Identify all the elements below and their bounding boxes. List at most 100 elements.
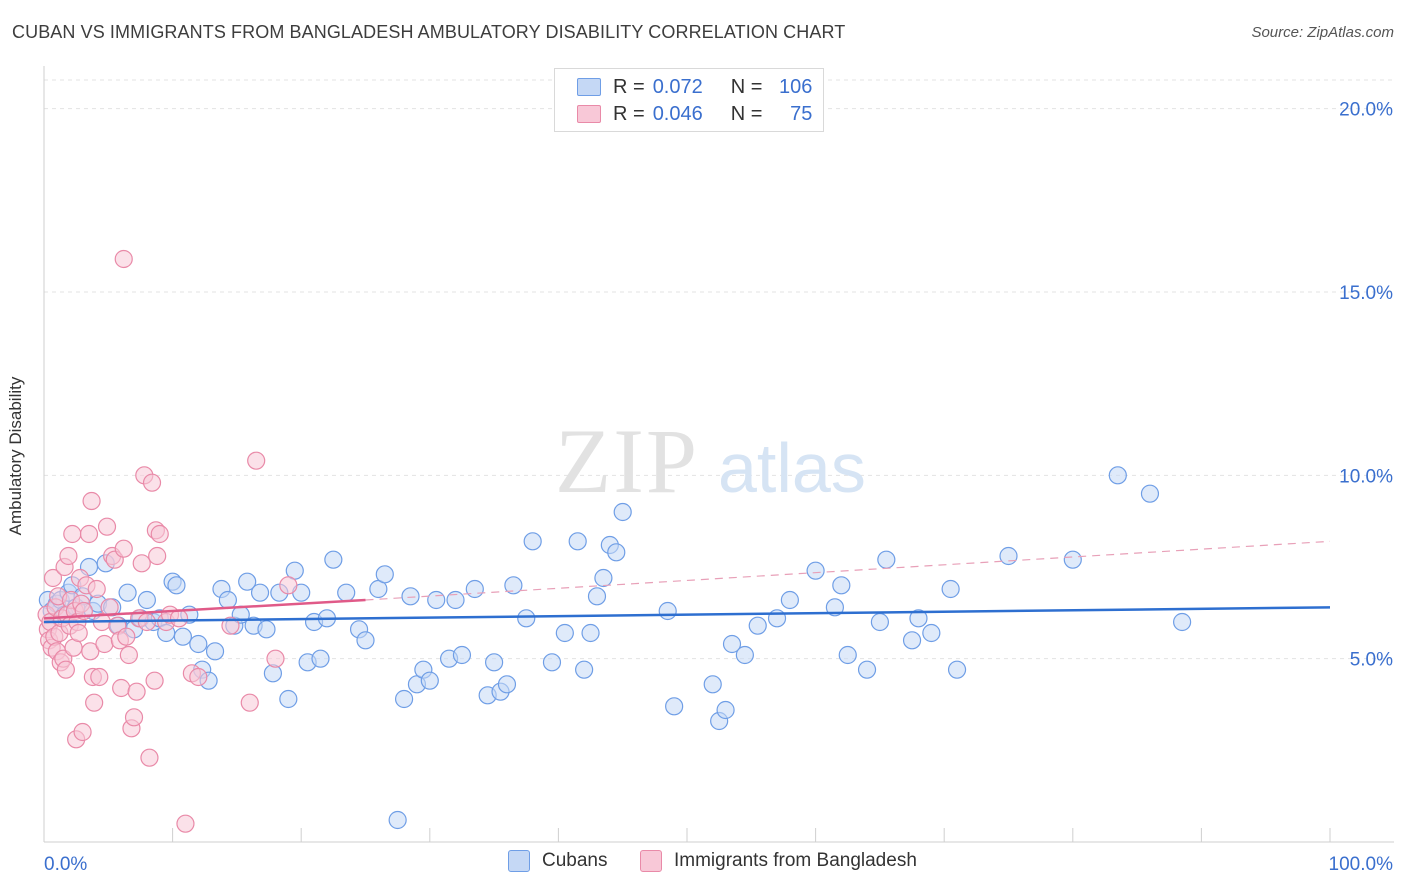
data-point <box>257 620 276 639</box>
series-cubans-points <box>38 466 1192 830</box>
data-point <box>922 623 941 643</box>
data-point <box>420 671 439 690</box>
data-point <box>311 649 330 668</box>
data-point <box>97 517 117 536</box>
data-point <box>594 568 613 588</box>
data-point <box>870 612 890 632</box>
data-point <box>337 583 356 602</box>
data-point <box>95 634 114 654</box>
series-label-bangladesh: Immigrants from Bangladesh <box>674 850 917 871</box>
data-point <box>542 653 562 672</box>
data-point <box>665 697 684 716</box>
data-point <box>324 550 343 569</box>
data-point <box>90 667 109 687</box>
data-point <box>825 598 844 617</box>
correlation-legend: R = 0.072 N = 106 R = 0.046 N = 75 <box>554 68 824 132</box>
data-point <box>169 609 189 628</box>
data-point <box>87 579 106 599</box>
data-point <box>857 660 877 679</box>
data-point <box>1140 484 1160 503</box>
series-legend-cubans[interactable]: Cubans <box>508 850 608 872</box>
data-point <box>716 700 735 720</box>
trend-line-bangladesh-extension <box>365 540 1331 601</box>
grid-layer <box>44 79 1394 660</box>
data-point <box>140 748 159 767</box>
data-point <box>806 561 825 580</box>
data-point <box>401 587 420 606</box>
data-point <box>279 576 298 595</box>
data-point <box>780 590 799 610</box>
x-tick-label: 0.0% <box>44 854 87 875</box>
points-layer <box>37 249 1192 833</box>
chart-source: Source: ZipAtlas.com <box>1251 24 1394 41</box>
data-point <box>221 616 240 635</box>
data-point <box>150 524 169 544</box>
data-point <box>240 693 259 712</box>
legend-row-cubans: R = 0.072 N = 106 <box>577 74 812 100</box>
data-point <box>79 524 99 544</box>
data-point <box>119 645 138 665</box>
data-point <box>485 653 504 672</box>
data-point <box>142 473 162 492</box>
legend-n-label: N = <box>730 75 763 98</box>
data-point <box>947 660 967 679</box>
data-point <box>587 587 607 606</box>
data-point <box>568 532 587 551</box>
watermark-zip: ZIP <box>555 410 699 512</box>
data-point <box>999 546 1018 566</box>
data-point <box>465 579 484 599</box>
x-tick-label: 100.0% <box>1329 854 1394 875</box>
trend-line-bangladesh <box>43 598 366 620</box>
data-point <box>555 623 574 643</box>
y-tick-label: 5.0% <box>1350 650 1393 671</box>
y-tick-label: 10.0% <box>1339 466 1393 487</box>
legend-n-label: N = <box>730 102 763 125</box>
data-point <box>658 601 677 621</box>
data-point <box>722 634 742 654</box>
data-point <box>607 543 626 562</box>
legend-n-value: 75 <box>790 102 813 125</box>
data-point <box>909 609 928 628</box>
series-label-cubans: Cubans <box>542 850 608 871</box>
data-point <box>114 539 133 558</box>
data-point <box>112 678 131 698</box>
data-point <box>838 645 857 665</box>
data-point <box>250 583 270 602</box>
data-point <box>394 689 414 709</box>
legend-swatch-cubans <box>577 78 601 96</box>
data-point <box>85 693 104 712</box>
watermark-atlas: atlas <box>718 429 866 507</box>
data-point <box>613 502 632 522</box>
y-tick-label: 15.0% <box>1339 283 1393 304</box>
data-point <box>118 583 137 602</box>
data-point <box>452 645 472 665</box>
data-point <box>205 642 225 661</box>
y-axis-title: Ambulatory Disability <box>6 376 25 536</box>
data-point <box>279 689 298 709</box>
data-point <box>581 623 600 643</box>
data-point <box>173 627 192 646</box>
data-point <box>69 623 88 643</box>
series-swatch-bangladesh <box>640 850 662 872</box>
data-point <box>59 546 78 566</box>
data-point <box>127 682 146 701</box>
series-legend: Cubans Immigrants from Bangladesh <box>0 850 1406 878</box>
trend-line-cubans <box>43 606 1331 624</box>
data-point <box>117 627 136 646</box>
legend-n-value: 106 <box>779 75 813 98</box>
data-point <box>132 554 151 573</box>
data-point <box>748 616 767 635</box>
tick-label-layer: 5.0% 10.0% 15.0% 20.0% 0.0% 100.0% <box>44 100 1393 875</box>
data-point <box>735 645 754 665</box>
data-point <box>504 576 523 595</box>
data-point <box>82 491 101 511</box>
data-point <box>56 660 75 679</box>
legend-swatch-bangladesh <box>577 105 601 123</box>
data-point <box>388 810 407 830</box>
legend-r-label: R = <box>613 102 645 125</box>
data-point <box>81 642 100 661</box>
data-point <box>1173 612 1192 632</box>
data-point <box>575 660 594 679</box>
series-legend-bangladesh[interactable]: Immigrants from Bangladesh <box>640 850 917 872</box>
